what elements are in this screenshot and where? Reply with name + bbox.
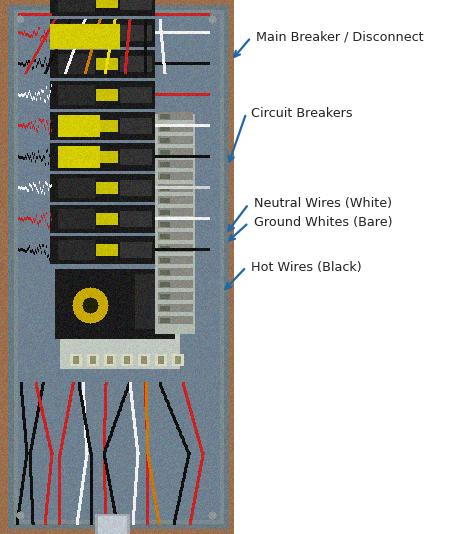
Text: Hot Wires (Black): Hot Wires (Black) <box>251 261 362 273</box>
Text: Ground Whites (Bare): Ground Whites (Bare) <box>254 216 392 229</box>
Text: Main Breaker / Disconnect: Main Breaker / Disconnect <box>256 31 424 44</box>
Text: Circuit Breakers: Circuit Breakers <box>251 107 353 120</box>
Text: Neutral Wires (White): Neutral Wires (White) <box>254 198 392 210</box>
